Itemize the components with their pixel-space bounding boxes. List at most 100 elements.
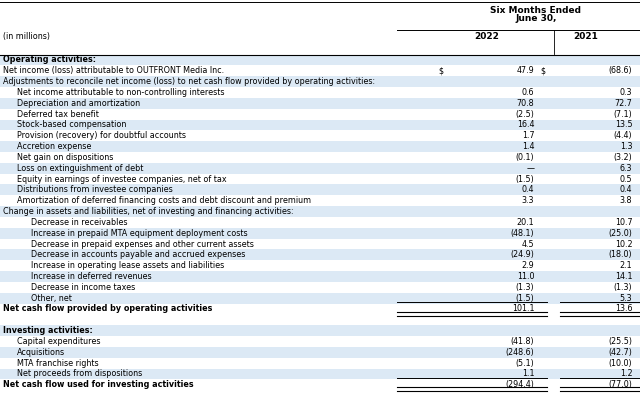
Text: (41.8): (41.8) xyxy=(511,337,534,346)
Text: Adjustments to reconcile net income (loss) to net cash flow provided by operatin: Adjustments to reconcile net income (los… xyxy=(3,77,375,86)
Text: 0.5: 0.5 xyxy=(620,175,632,183)
Text: (42.7): (42.7) xyxy=(609,348,632,357)
Text: 3.3: 3.3 xyxy=(522,196,534,205)
Text: 0.4: 0.4 xyxy=(620,185,632,194)
Text: 13.5: 13.5 xyxy=(614,120,632,129)
Bar xyxy=(0,55,640,65)
Text: (77.0): (77.0) xyxy=(609,380,632,389)
Text: 14.1: 14.1 xyxy=(615,272,632,281)
Bar xyxy=(0,293,640,303)
Text: Net cash flow used for investing activities: Net cash flow used for investing activit… xyxy=(3,380,194,389)
Text: 1.3: 1.3 xyxy=(620,142,632,151)
Text: Capital expenditures: Capital expenditures xyxy=(17,337,100,346)
Text: 2.1: 2.1 xyxy=(620,261,632,270)
Text: 10.2: 10.2 xyxy=(614,240,632,248)
Text: 11.0: 11.0 xyxy=(517,272,534,281)
Bar xyxy=(0,98,640,109)
Text: 13.6: 13.6 xyxy=(615,305,632,314)
Bar xyxy=(0,368,640,379)
Text: 3.8: 3.8 xyxy=(620,196,632,205)
Text: (25.5): (25.5) xyxy=(608,337,632,346)
Text: Investing activities:: Investing activities: xyxy=(3,326,93,335)
Text: (24.9): (24.9) xyxy=(511,250,534,259)
Text: Deferred tax benefit: Deferred tax benefit xyxy=(17,109,99,119)
Text: (1.5): (1.5) xyxy=(516,175,534,183)
Text: (5.1): (5.1) xyxy=(516,359,534,368)
Text: Equity in earnings of investee companies, net of tax: Equity in earnings of investee companies… xyxy=(17,175,227,183)
Text: Increase in deferred revenues: Increase in deferred revenues xyxy=(31,272,152,281)
Text: (248.6): (248.6) xyxy=(506,348,534,357)
Text: Amortization of deferred financing costs and debt discount and premium: Amortization of deferred financing costs… xyxy=(17,196,312,205)
Text: Stock-based compensation: Stock-based compensation xyxy=(17,120,127,129)
Text: Increase in operating lease assets and liabilities: Increase in operating lease assets and l… xyxy=(31,261,225,270)
Bar xyxy=(0,141,640,152)
Bar xyxy=(0,76,640,87)
Text: (18.0): (18.0) xyxy=(609,250,632,259)
Text: Other, net: Other, net xyxy=(31,294,72,303)
Text: Change in assets and liabilities, net of investing and financing activities:: Change in assets and liabilities, net of… xyxy=(3,207,294,216)
Text: 0.6: 0.6 xyxy=(522,88,534,97)
Text: Net proceeds from dispositions: Net proceeds from dispositions xyxy=(17,369,143,379)
Bar xyxy=(0,249,640,260)
Text: 16.4: 16.4 xyxy=(517,120,534,129)
Text: 1.4: 1.4 xyxy=(522,142,534,151)
Text: Net income (loss) attributable to OUTFRONT Media Inc.: Net income (loss) attributable to OUTFRO… xyxy=(3,66,225,75)
Text: Decrease in receivables: Decrease in receivables xyxy=(31,218,128,227)
Text: (3.2): (3.2) xyxy=(614,153,632,162)
Text: 2021: 2021 xyxy=(573,32,598,41)
Text: (294.4): (294.4) xyxy=(506,380,534,389)
Text: 70.8: 70.8 xyxy=(516,99,534,108)
Text: $: $ xyxy=(438,66,444,75)
Text: 72.7: 72.7 xyxy=(614,99,632,108)
Text: Decrease in accounts payable and accrued expenses: Decrease in accounts payable and accrued… xyxy=(31,250,246,259)
Text: MTA franchise rights: MTA franchise rights xyxy=(17,359,99,368)
Text: 0.3: 0.3 xyxy=(620,88,632,97)
Text: Net gain on dispositions: Net gain on dispositions xyxy=(17,153,114,162)
Text: Accretion expense: Accretion expense xyxy=(17,142,92,151)
Text: 20.1: 20.1 xyxy=(516,218,534,227)
Text: 10.7: 10.7 xyxy=(614,218,632,227)
Text: 2022: 2022 xyxy=(474,32,499,41)
Bar xyxy=(0,228,640,239)
Text: 1.1: 1.1 xyxy=(522,369,534,379)
Text: (48.1): (48.1) xyxy=(511,229,534,238)
Bar xyxy=(0,325,640,336)
Bar xyxy=(0,271,640,282)
Text: Decrease in income taxes: Decrease in income taxes xyxy=(31,283,136,292)
Text: (1.3): (1.3) xyxy=(516,283,534,292)
Text: 4.5: 4.5 xyxy=(522,240,534,248)
Text: Net cash flow provided by operating activities: Net cash flow provided by operating acti… xyxy=(3,305,212,314)
Text: Acquisitions: Acquisitions xyxy=(17,348,65,357)
Text: 0.4: 0.4 xyxy=(522,185,534,194)
Text: Operating activities:: Operating activities: xyxy=(3,55,96,65)
Text: Loss on extinguishment of debt: Loss on extinguishment of debt xyxy=(17,164,143,173)
Text: Decrease in prepaid expenses and other current assets: Decrease in prepaid expenses and other c… xyxy=(31,240,254,248)
Text: Net income attributable to non-controlling interests: Net income attributable to non-controlli… xyxy=(17,88,225,97)
Text: Provision (recovery) for doubtful accounts: Provision (recovery) for doubtful accoun… xyxy=(17,131,186,140)
Text: (1.3): (1.3) xyxy=(614,283,632,292)
Text: (10.0): (10.0) xyxy=(609,359,632,368)
Text: (0.1): (0.1) xyxy=(516,153,534,162)
Text: 47.9: 47.9 xyxy=(516,66,534,75)
Text: Six Months Ended: Six Months Ended xyxy=(490,6,582,15)
Text: (25.0): (25.0) xyxy=(609,229,632,238)
Bar xyxy=(0,206,640,217)
Bar xyxy=(0,120,640,130)
Text: June 30,: June 30, xyxy=(515,14,557,23)
Text: —: — xyxy=(526,164,534,173)
Text: 1.2: 1.2 xyxy=(620,369,632,379)
Text: 1.7: 1.7 xyxy=(522,131,534,140)
Text: (4.4): (4.4) xyxy=(614,131,632,140)
Text: Increase in prepaid MTA equipment deployment costs: Increase in prepaid MTA equipment deploy… xyxy=(31,229,248,238)
Bar xyxy=(0,185,640,195)
Bar xyxy=(0,347,640,358)
Text: 5.3: 5.3 xyxy=(620,294,632,303)
Text: 6.3: 6.3 xyxy=(620,164,632,173)
Bar xyxy=(0,163,640,174)
Text: (in millions): (in millions) xyxy=(3,32,50,41)
Text: (68.6): (68.6) xyxy=(609,66,632,75)
Text: Distributions from investee companies: Distributions from investee companies xyxy=(17,185,173,194)
Text: (2.5): (2.5) xyxy=(516,109,534,119)
Text: (7.1): (7.1) xyxy=(614,109,632,119)
Text: $: $ xyxy=(541,66,546,75)
